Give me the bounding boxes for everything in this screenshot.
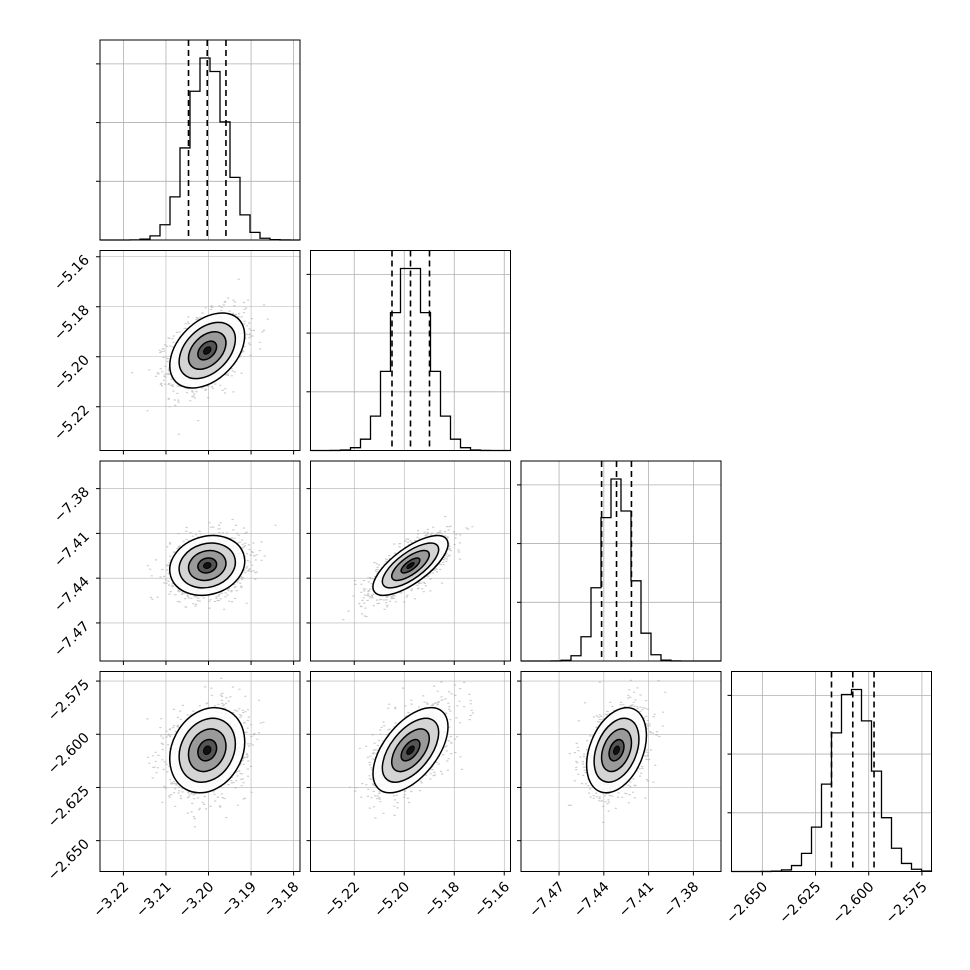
histogram-panel-4 <box>727 671 933 873</box>
panel-frame <box>731 671 932 872</box>
x-tick-label: −7.38 <box>661 879 703 921</box>
histogram-panel-1 <box>96 39 301 241</box>
scatter-panel-content <box>100 671 300 872</box>
histogram-step <box>521 478 721 662</box>
panel-frame <box>99 39 301 241</box>
x-tick-label: −7.44 <box>571 879 613 921</box>
density-peak <box>202 745 212 755</box>
density-peak <box>406 745 415 755</box>
y-tick-label: −7.41 <box>51 529 93 571</box>
x-tick-label: −7.47 <box>526 879 568 921</box>
panel-frame <box>310 671 511 872</box>
density-peak <box>202 561 212 569</box>
density-peak <box>406 561 415 569</box>
panel-frame <box>520 671 722 872</box>
x-tick-label: −2.575 <box>883 879 931 927</box>
y-tick-label: −7.38 <box>51 484 93 526</box>
y-tick-label: −5.20 <box>51 352 93 394</box>
panel-frame <box>310 460 511 662</box>
y-tick-label: −5.16 <box>51 252 93 294</box>
x-tick-label: −3.22 <box>91 879 133 921</box>
density-peak <box>202 346 212 355</box>
scatter-panel-3-4 <box>517 671 722 876</box>
panel-frame <box>310 250 511 451</box>
y-tick-label: −2.650 <box>45 836 93 884</box>
y-tick-label: −2.600 <box>45 730 93 778</box>
y-tick-label: −7.47 <box>51 618 93 660</box>
scatter-panel-content <box>100 250 300 451</box>
panel-frame <box>99 671 301 872</box>
scatter-panel-content <box>310 671 511 872</box>
x-tick-label: −5.16 <box>471 879 513 921</box>
histogram-step <box>100 57 301 241</box>
scatter-panel-2-4 <box>306 671 511 876</box>
y-tick-label: −2.625 <box>45 783 93 831</box>
x-tick-label: −5.18 <box>421 879 463 921</box>
panel-frame <box>99 250 301 451</box>
scatter-panel-1-2 <box>96 250 301 455</box>
scatter-panel-1-4 <box>96 671 301 876</box>
x-tick-label: −5.20 <box>371 879 413 921</box>
y-tick-label: −7.44 <box>51 574 93 616</box>
histogram-panel-3 <box>517 460 722 662</box>
panel-frame <box>99 460 301 662</box>
x-tick-label: −5.22 <box>321 879 363 921</box>
x-tick-label: −3.19 <box>218 879 260 921</box>
scatter-panel-2-3 <box>306 460 511 665</box>
y-tick-label: −5.18 <box>51 302 93 344</box>
scatter-panel-content <box>521 671 721 872</box>
density-peak <box>613 745 621 755</box>
histogram-panel-2 <box>306 250 512 452</box>
x-tick-label: −2.625 <box>776 879 824 927</box>
scatter-panel-content <box>100 461 300 661</box>
x-tick-label: −3.21 <box>133 879 175 921</box>
y-tick-label: −2.575 <box>45 677 93 725</box>
scatter-panel-1-3 <box>96 460 301 665</box>
x-tick-label: −7.41 <box>616 879 658 921</box>
scatter-panel-content <box>310 461 511 661</box>
panel-frame <box>520 460 722 662</box>
x-tick-label: −3.18 <box>261 879 303 921</box>
x-tick-label: −2.600 <box>830 879 878 927</box>
x-tick-label: −3.20 <box>176 879 218 921</box>
y-tick-label: −5.22 <box>51 402 93 444</box>
x-tick-label: −2.650 <box>723 879 771 927</box>
